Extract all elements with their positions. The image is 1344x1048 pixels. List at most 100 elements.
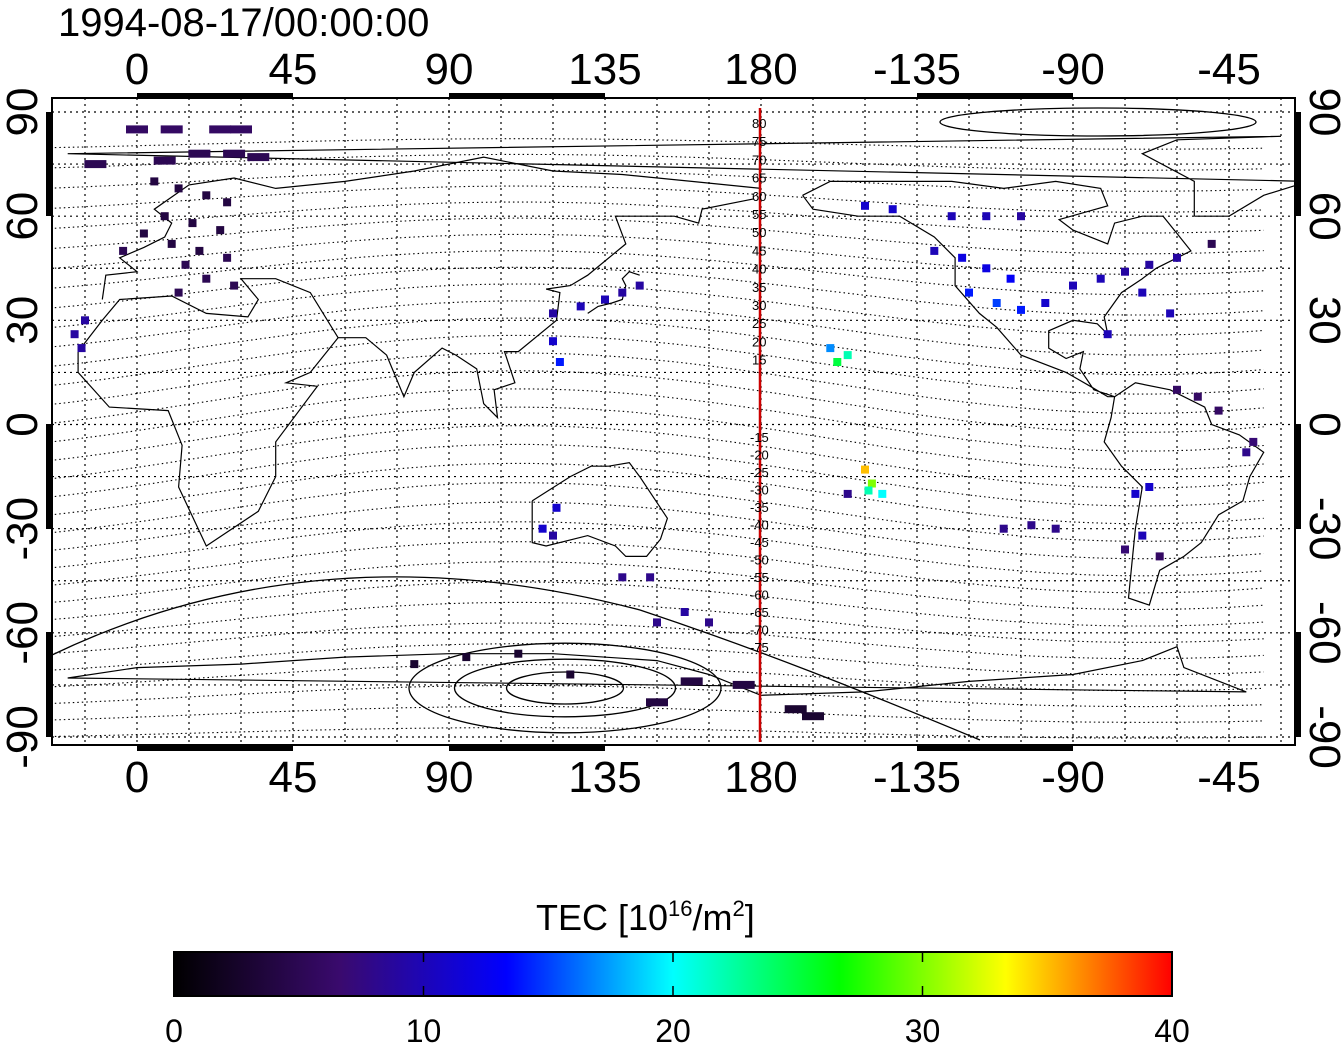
lon-tick-label-bottom: 90 — [425, 753, 474, 802]
axis-bar — [46, 632, 52, 737]
contour-line — [52, 541, 1264, 594]
contour-line — [52, 217, 1264, 255]
contour-line — [52, 443, 1264, 507]
coastline — [531, 462, 669, 557]
tec-point — [1096, 274, 1105, 283]
coastline — [67, 645, 1247, 696]
tec-point — [552, 503, 561, 512]
contour-label: -50 — [750, 553, 769, 568]
contour-label: 70 — [752, 152, 766, 167]
contour-line — [52, 462, 1264, 525]
contour-label: 15 — [752, 353, 766, 368]
tec-point — [618, 573, 627, 582]
colorbar-ticks: 0 10 20 30 40 — [165, 952, 1190, 1048]
tec-point — [119, 246, 128, 255]
lon-tick-label-top: -135 — [873, 45, 961, 94]
tec-point — [1166, 309, 1175, 318]
tec-point — [1138, 531, 1147, 540]
contour-loop — [453, 658, 677, 718]
contour-label: 35 — [752, 280, 766, 295]
contour-label: -60 — [750, 588, 769, 603]
map-frame — [51, 97, 1296, 746]
contour-label: 30 — [752, 298, 766, 313]
contour-line — [52, 233, 1264, 275]
contour-line — [52, 521, 1264, 577]
tec-point — [826, 344, 835, 353]
tec-point — [992, 299, 1001, 307]
lat-tick-label-right: 0 — [1300, 412, 1344, 436]
contour-line — [52, 581, 1264, 627]
lon-tick-label-top: -45 — [1197, 45, 1261, 94]
contour-label: -25 — [750, 465, 769, 480]
contour-loop — [939, 107, 1257, 137]
contour-line — [52, 266, 1264, 316]
tec-point — [174, 184, 183, 193]
tec-point — [947, 212, 956, 221]
contour-line — [52, 643, 1264, 676]
contour-label: -55 — [750, 570, 769, 585]
tec-point — [153, 156, 176, 165]
tec-point — [680, 608, 689, 616]
tec-point — [833, 358, 842, 366]
modip-contours — [52, 107, 1264, 741]
tec-point — [888, 205, 897, 214]
tec-point — [705, 618, 713, 627]
tec-point — [216, 226, 225, 235]
contour-label: 45 — [752, 243, 766, 258]
contour-label: -15 — [750, 430, 769, 445]
lon-tick-label-bottom: 180 — [724, 753, 797, 802]
contour-label: 75 — [752, 134, 766, 149]
axis-bar — [449, 745, 605, 751]
tec-data-points — [70, 125, 1258, 721]
axis-bar — [46, 424, 52, 529]
colorbar-tick-label: 40 — [1154, 1013, 1190, 1048]
axis-bar — [1295, 112, 1301, 216]
lon-tick-label-top: 45 — [269, 45, 318, 94]
tec-point — [188, 149, 211, 158]
contour-line — [52, 352, 1264, 414]
contour-label: -35 — [750, 500, 769, 515]
axis-bar — [449, 93, 605, 99]
tec-point — [566, 670, 575, 679]
axis-bar — [1295, 424, 1301, 529]
colorbar-tick-label: 10 — [406, 1013, 442, 1048]
coastline — [338, 198, 755, 420]
lon-tick-label-top: 90 — [425, 45, 474, 94]
coastlines — [67, 135, 1295, 696]
tec-point — [1138, 288, 1147, 297]
axis-bar — [46, 112, 52, 216]
map-axes: 0045459090135135180180-135-135-90-90-45-… — [0, 45, 1344, 802]
contour-label: 60 — [752, 189, 766, 204]
contour-label: -30 — [750, 483, 769, 498]
tec-point — [982, 212, 991, 221]
tec-point — [462, 653, 471, 662]
lat-tick-label-right: -60 — [1300, 601, 1344, 665]
contour-line — [52, 185, 1264, 213]
contour-line — [52, 664, 1264, 692]
lat-tick-label-right: 30 — [1300, 296, 1344, 345]
contour-line — [52, 482, 1264, 542]
lat-tick-label-left: 30 — [0, 296, 47, 345]
lat-tick-label-right: -90 — [1300, 705, 1344, 769]
tec-point — [549, 309, 557, 318]
contour-label: 40 — [752, 262, 766, 277]
contour-line — [52, 425, 1264, 489]
tec-point — [843, 351, 852, 360]
tec-point — [878, 489, 887, 498]
tec-point — [601, 295, 609, 304]
tec-point — [653, 618, 661, 627]
contour-line — [52, 501, 1264, 560]
contour-label: -20 — [750, 448, 769, 463]
tec-point — [784, 705, 807, 714]
tec-point — [538, 524, 547, 533]
tec-point — [230, 125, 252, 134]
tec-point — [680, 677, 703, 686]
tec-point — [202, 274, 211, 283]
tec-point — [646, 573, 655, 582]
contour-labels: 80 75 70 65 60 55 50 45 40 35 30 25 20 15 -15 -20 -25 -30… — [750, 116, 769, 655]
axis-bar — [137, 745, 293, 751]
tec-point — [867, 479, 876, 488]
tec-point — [160, 212, 169, 221]
contour-line — [52, 334, 1264, 395]
tec-point — [732, 680, 755, 689]
